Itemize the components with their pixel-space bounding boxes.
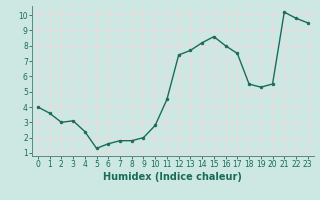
X-axis label: Humidex (Indice chaleur): Humidex (Indice chaleur) — [103, 172, 242, 182]
